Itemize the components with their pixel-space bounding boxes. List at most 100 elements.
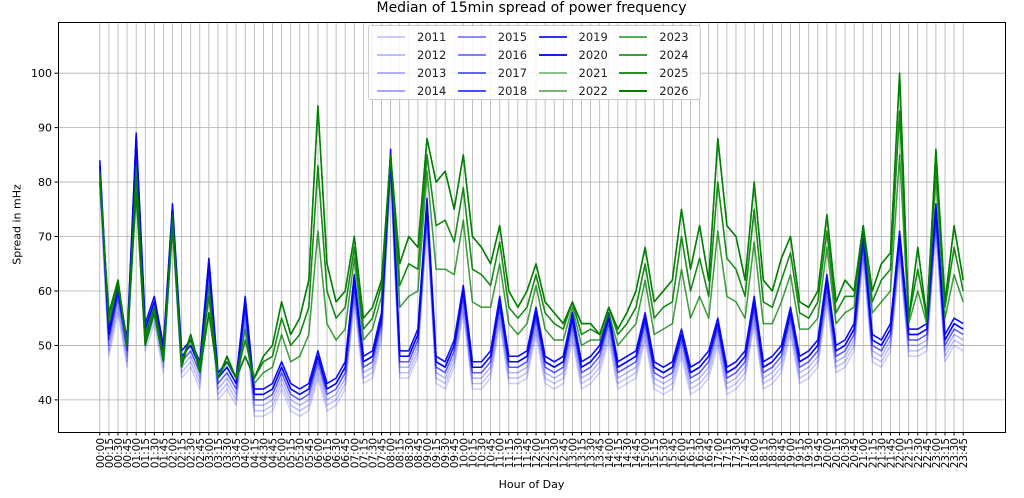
- series-line-2026: [99, 72, 964, 379]
- x-tick-label: 17:30: [731, 438, 743, 468]
- x-tick-label: 00:15: [104, 438, 116, 468]
- x-tick-label: 16:45: [704, 438, 716, 468]
- x-tick-label: 05:45: [304, 438, 316, 468]
- x-tick-label: 17:45: [740, 438, 752, 468]
- y-tick-label: 90: [38, 122, 52, 135]
- x-tick-label: 01:15: [140, 438, 152, 468]
- series-lines: [99, 72, 964, 417]
- x-tick-label: 20:45: [849, 438, 861, 468]
- legend-item-2020: 2020: [538, 46, 620, 64]
- legend-label: 2012: [417, 48, 447, 62]
- x-tick-label: 12:45: [558, 438, 570, 468]
- x-tick-label: 19:30: [804, 438, 816, 468]
- x-tick-label: 20:30: [840, 438, 852, 468]
- legend-label: 2020: [578, 48, 608, 62]
- x-tick-label: 06:15: [322, 438, 334, 468]
- x-tick-label: 19:15: [795, 438, 807, 468]
- x-tick-label: 15:30: [658, 438, 670, 468]
- x-tick-label: 16:30: [695, 438, 707, 468]
- x-tick-label: 08:45: [413, 438, 425, 468]
- legend-swatch: [619, 54, 648, 56]
- legend-swatch: [619, 72, 648, 74]
- x-tick-label: 17:15: [722, 438, 734, 468]
- x-tick-label: 00:30: [113, 438, 125, 468]
- x-tick-label: 11:15: [504, 438, 516, 468]
- x-tick-label: 07:00: [349, 438, 361, 468]
- x-tick-label: 19:00: [786, 438, 798, 468]
- x-tick-label: 06:45: [340, 438, 352, 468]
- x-tick-label: 11:30: [513, 438, 525, 468]
- legend-swatch: [457, 72, 486, 74]
- legend-item-2021: 2021: [538, 64, 620, 82]
- y-tick-label: 100: [31, 67, 52, 80]
- x-tick-label: 12:30: [549, 438, 561, 468]
- y-tick-label: 40: [38, 394, 52, 407]
- x-tick-label: 04:45: [267, 438, 279, 468]
- x-tick-label: 15:00: [640, 438, 652, 468]
- legend-label: 2014: [417, 84, 447, 98]
- legend-swatch: [619, 90, 648, 92]
- y-axis-label: Spread in mHz: [10, 184, 24, 265]
- x-tick-label: 10:45: [486, 438, 498, 468]
- x-tick-label: 17:00: [713, 438, 725, 468]
- legend-swatch: [377, 54, 405, 56]
- x-tick-label: 01:45: [158, 438, 170, 468]
- x-tick-label: 13:00: [567, 438, 579, 468]
- legend-label: 2021: [578, 66, 608, 80]
- x-tick-label: 08:15: [395, 438, 407, 468]
- x-tick-label: 18:15: [758, 438, 770, 468]
- x-tick-label: 03:45: [231, 438, 243, 468]
- x-tick-label: 21:45: [885, 438, 897, 468]
- x-tick-label: 23:00: [931, 438, 943, 468]
- x-tick-label: 12:15: [540, 438, 552, 468]
- legend-item-2016: 2016: [457, 46, 539, 64]
- x-tick-label: 09:00: [422, 438, 434, 468]
- x-tick-label: 12:00: [531, 438, 543, 468]
- legend-item-2025: 2025: [619, 64, 700, 82]
- x-tick-label: 11:45: [522, 438, 534, 468]
- legend-label: 2011: [417, 30, 447, 44]
- x-tick-label: 11:00: [495, 438, 507, 468]
- x-tick-label: 22:30: [913, 438, 925, 468]
- x-tick-label: 10:00: [458, 438, 470, 468]
- x-tick-label: 09:30: [440, 438, 452, 468]
- legend-item-2011: 2011: [377, 28, 458, 46]
- chart-title: Median of 15min spread of power frequenc…: [376, 0, 687, 16]
- x-tick-label: 03:15: [213, 438, 225, 468]
- legend-item-2024: 2024: [619, 46, 700, 64]
- legend-label: 2023: [659, 30, 689, 44]
- x-tick-label: 02:15: [177, 438, 189, 468]
- x-tick-label: 09:15: [431, 438, 443, 468]
- x-tick-label: 13:15: [576, 438, 588, 468]
- x-tick-label: 21:15: [867, 438, 879, 468]
- legend-swatch: [457, 54, 486, 56]
- x-tick-label: 04:15: [249, 438, 261, 468]
- x-tick-label: 07:15: [358, 438, 370, 468]
- legend-item-2015: 2015: [457, 28, 539, 46]
- legend-swatch: [538, 72, 567, 74]
- x-tick-label: 08:30: [404, 438, 416, 468]
- series-line-2022: [99, 154, 964, 385]
- legend-label: 2024: [659, 48, 689, 62]
- x-tick-label: 03:30: [222, 438, 234, 468]
- legend-swatch: [457, 36, 486, 38]
- legend-item-2012: 2012: [377, 46, 458, 64]
- legend-swatch: [377, 72, 405, 74]
- x-tick-label: 00:45: [122, 438, 134, 468]
- x-axis-ticks: 00:0000:1500:3000:4501:0001:1501:3001:45…: [95, 432, 970, 468]
- x-tick-label: 06:00: [313, 438, 325, 468]
- legend-label: 2022: [578, 84, 608, 98]
- x-tick-label: 08:00: [386, 438, 398, 468]
- legend-swatch: [538, 36, 567, 38]
- x-tick-label: 22:45: [922, 438, 934, 468]
- x-tick-label: 02:30: [186, 438, 198, 468]
- x-tick-label: 16:15: [686, 438, 698, 468]
- y-tick-label: 80: [38, 176, 52, 189]
- y-tick-label: 60: [38, 285, 52, 298]
- legend: 2011 2012 2013 2014 2015 2016 2017 2018 2019 2020…: [368, 25, 701, 100]
- series-line-2020: [99, 137, 964, 396]
- legend-swatch: [377, 90, 405, 92]
- x-tick-label: 10:30: [477, 438, 489, 468]
- x-tick-label: 02:45: [195, 438, 207, 468]
- x-tick-label: 14:15: [613, 438, 625, 468]
